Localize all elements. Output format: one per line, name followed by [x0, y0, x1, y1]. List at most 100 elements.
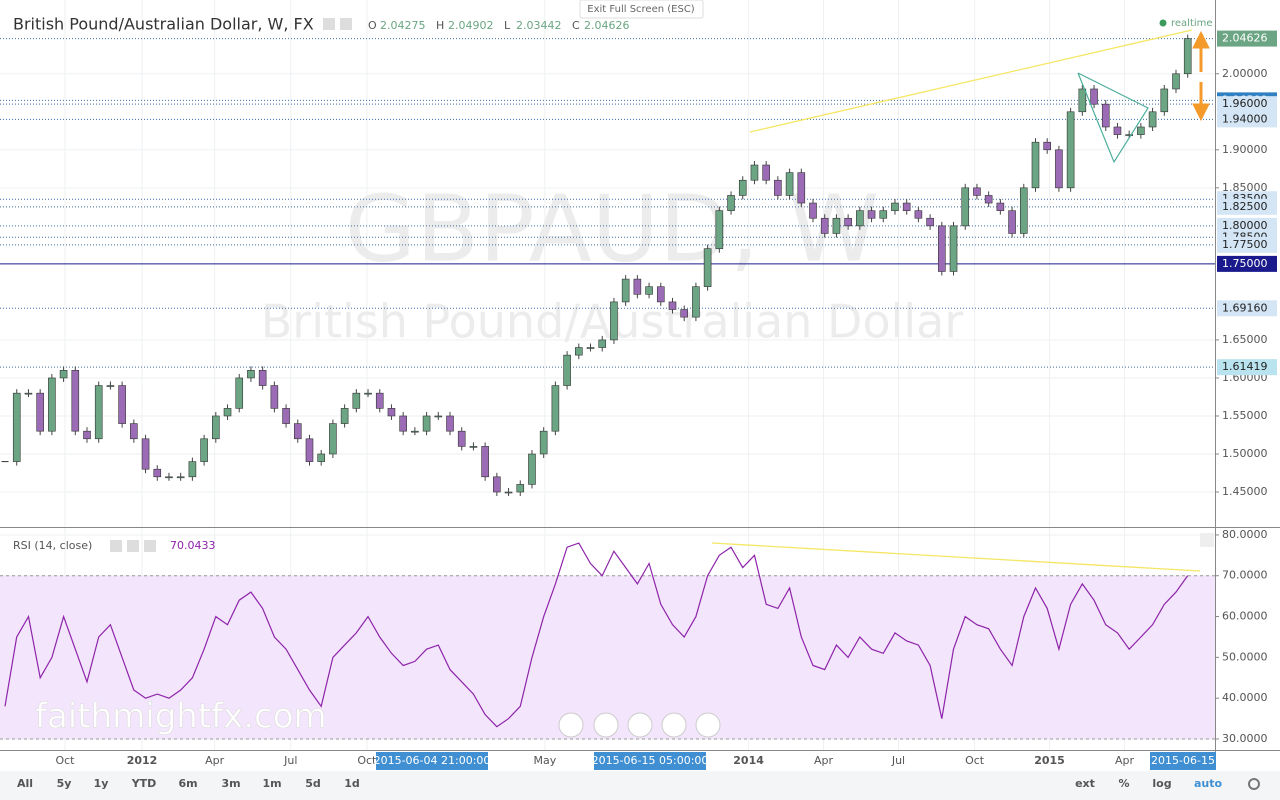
- ohlc-value: 2.03442: [516, 19, 562, 32]
- candle: [1090, 88, 1098, 105]
- y-tick-label: 30.0000: [1222, 732, 1268, 745]
- range-button[interactable]: 1y: [94, 777, 109, 790]
- candle: [785, 172, 794, 196]
- cursor-label-box: [594, 752, 706, 770]
- candle: [329, 423, 337, 455]
- icon[interactable]: [144, 540, 156, 552]
- candle: [668, 301, 677, 310]
- x-tick-label: Oct: [357, 754, 377, 767]
- y-tick-label: 60.0000: [1222, 610, 1268, 623]
- option-button[interactable]: log: [1152, 777, 1171, 790]
- candle: [153, 468, 162, 478]
- level-label-box: [1217, 255, 1277, 272]
- level-label: 1.69160: [1222, 301, 1268, 314]
- y-tick-label: 2.00000: [1222, 67, 1268, 80]
- candle: [1137, 126, 1145, 135]
- option-button[interactable]: %: [1118, 777, 1129, 790]
- x-tick-label: Apr: [205, 754, 225, 767]
- candle: [633, 278, 642, 295]
- candle: [680, 309, 688, 318]
- collapse-button[interactable]: [1200, 533, 1214, 547]
- exit-button[interactable]: [579, 0, 704, 19]
- trend-line: [749, 29, 1193, 133]
- candle: [575, 347, 583, 356]
- candle: [270, 385, 279, 409]
- x-tick-label: Oct: [965, 754, 985, 767]
- cursor-label-box: [376, 752, 488, 770]
- candle: [118, 385, 126, 424]
- status: realtime: [1171, 18, 1213, 29]
- symbol-title[interactable]: British Pound/Australian Dollar, W, FX: [13, 15, 314, 34]
- candle: [902, 202, 911, 211]
- candle: [750, 164, 759, 181]
- candle: [387, 408, 396, 417]
- arrows: [1192, 30, 1210, 122]
- icon[interactable]: [323, 18, 335, 30]
- x-tick-label: 2015: [1034, 754, 1065, 767]
- option-button[interactable]: ext: [1075, 777, 1095, 790]
- candle: [200, 438, 208, 462]
- candle: [973, 187, 981, 196]
- cursor-label: 2015-06-04 21:00:00: [374, 754, 491, 767]
- candle: [1148, 111, 1157, 128]
- candle: [176, 476, 185, 479]
- candle: [364, 392, 372, 395]
- cursor-label: 2015-06-15: [1151, 754, 1215, 767]
- level-label: 1.75000: [1222, 257, 1268, 270]
- level-label-box: [1217, 198, 1277, 215]
- y-tick-label: 1.55000: [1222, 409, 1268, 422]
- cursor-label-box: [1150, 752, 1216, 770]
- level-label-box: [1217, 111, 1277, 128]
- level-label: 1.82500: [1222, 200, 1268, 213]
- candle: [1160, 88, 1169, 113]
- range-button[interactable]: 1m: [262, 777, 281, 790]
- x-tick-label: Apr: [1115, 754, 1135, 767]
- zoom-controls[interactable]: [558, 712, 721, 738]
- range-button[interactable]: 3m: [221, 777, 240, 790]
- candle: [738, 179, 747, 196]
- candle: [94, 385, 103, 440]
- range-button[interactable]: YTD: [131, 777, 157, 790]
- candle: [1031, 141, 1040, 189]
- candle: [235, 377, 244, 409]
- candle: [1066, 111, 1075, 189]
- rsi-trend-line: [711, 542, 1201, 572]
- candle: [715, 210, 724, 249]
- range-button[interactable]: 5d: [305, 777, 321, 790]
- candle: [71, 370, 80, 432]
- exit-button-label[interactable]: Exit Full Screen (ESC): [587, 4, 695, 15]
- x-tick-label: Apr: [814, 754, 834, 767]
- range-button[interactable]: All: [17, 777, 33, 790]
- y-tick-label: 1.50000: [1222, 447, 1268, 460]
- level-label: 1.77500: [1222, 238, 1268, 251]
- candle: [914, 210, 923, 219]
- candle: [282, 408, 290, 424]
- icon[interactable]: [110, 540, 122, 552]
- candle: [938, 225, 946, 272]
- option-button[interactable]: auto: [1194, 777, 1223, 790]
- icon[interactable]: [127, 540, 139, 552]
- candle: [1019, 187, 1028, 234]
- range-button[interactable]: 6m: [178, 777, 197, 790]
- candle: [610, 301, 618, 341]
- settings-button[interactable]: [1248, 778, 1260, 790]
- candle: [422, 415, 431, 432]
- level-label-box: [1217, 236, 1277, 253]
- candle: [48, 377, 56, 432]
- y-tick-label: 1.45000: [1222, 485, 1268, 498]
- ohlc-name: C: [572, 19, 580, 32]
- candle: [984, 195, 993, 204]
- x-tick-label: May: [533, 754, 556, 767]
- candle: [24, 392, 33, 395]
- candle: [481, 446, 489, 478]
- rsi-title[interactable]: RSI (14, close): [13, 539, 92, 552]
- range-button[interactable]: 5y: [57, 777, 72, 790]
- candle: [551, 385, 560, 432]
- icon[interactable]: [340, 18, 352, 30]
- candle: [434, 415, 443, 418]
- range-button[interactable]: 1d: [344, 777, 360, 790]
- candle: [411, 430, 419, 433]
- candle: [106, 385, 115, 387]
- candle: [293, 423, 302, 440]
